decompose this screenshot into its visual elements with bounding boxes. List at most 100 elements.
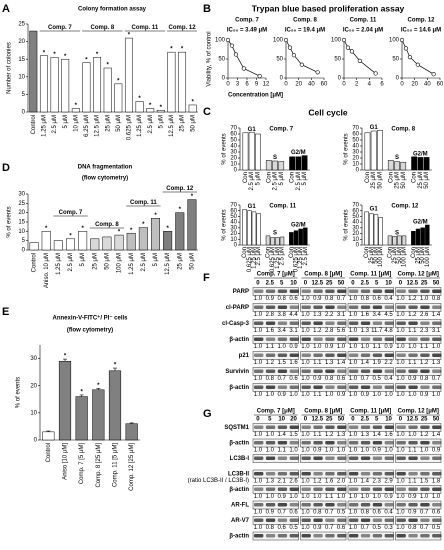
y-axis-label: % of events [222,133,228,164]
blot-band [277,369,288,373]
y-tick-label: 50 [392,57,399,63]
y-tick-label: 25 [18,201,25,207]
blot-band [360,503,371,507]
blot-band [301,456,311,460]
bar [167,51,176,113]
panel-label: C [203,106,211,118]
bar [78,231,88,251]
band-quant: 1.5 [289,432,298,438]
point [283,37,289,43]
blot-band [349,369,359,373]
bar [279,236,285,246]
blot-band [289,321,299,325]
category-label: G2/M [291,150,306,156]
x-tick-label: 1.25 μM [129,253,135,275]
x-tick-label: 4 [368,82,372,88]
blot-band [420,425,430,429]
band-quant: 2.0 [337,479,346,485]
band-quant: 1.0 [408,392,417,398]
blot-row-label: Survivin [225,369,249,375]
lane-label: 0 [256,417,260,423]
y-tick-label: 10 [230,237,237,243]
bar [364,211,369,246]
blot-band [337,337,347,341]
blot-band [372,353,383,357]
blot-band [301,385,311,389]
significance: * [191,194,194,200]
y-tick-label: 60 [352,132,359,138]
blot-band [396,534,406,538]
x-tick-label: Control [46,443,52,462]
band-quant: 2.6 [289,479,298,485]
band-quant: 1.0 [337,448,346,454]
blot-band [408,425,418,429]
category-label: S [273,155,277,161]
blot-band [337,321,347,325]
chart-title: Comp. 8 [293,18,317,24]
blot-band [313,305,323,309]
blot-band [360,456,371,460]
y-tick-label: 30 [30,356,37,362]
blot-group-label: Comp. 11 [μM] [350,409,391,415]
blot-band [372,487,383,491]
band-quant: 1.0 [349,525,358,531]
blot-band [313,353,323,357]
band-quant: 1.0 [266,432,275,438]
blot-band [265,487,276,491]
blot-band [384,503,394,507]
x-tick-label: 9 [255,82,259,88]
band-quant: 1.0 [396,494,405,500]
x-tick-label: 25 μM [418,172,424,189]
band-quant: 1.4 [432,312,441,318]
band-quant: 1.0 [361,344,370,350]
point [257,73,262,79]
blot-band [372,456,383,460]
bar [369,213,374,246]
x-tick-label: 50 μM [116,115,122,132]
band-quant: 1.0 [254,392,263,398]
x-tick-label: 1.25 μM [252,247,258,269]
bar [270,237,275,246]
band-quant: 0.6 [337,376,346,382]
blot-band [301,353,311,357]
blot-band [265,425,276,429]
blot-band [277,503,288,507]
blot-band [384,425,394,429]
bar [93,57,102,113]
blot-band [372,425,383,429]
lane-label: 50 [338,417,345,423]
blot-band [289,289,299,293]
blot-band [408,487,418,491]
band-quant: 1.4 [373,432,382,438]
band-quant: 0.6 [289,510,298,516]
blot-band [396,305,406,309]
point [225,37,231,43]
band-quant: 1.2 [313,328,322,334]
bar [377,130,383,171]
x-tick-label: Con [266,172,272,183]
blot-band [325,441,335,445]
blot-band [277,353,288,357]
blot-band [420,472,430,476]
band-quant: 0.7 [361,525,370,531]
blot-row-label: SQSTM1 [224,425,249,431]
blot-band [349,353,359,357]
band-quant: 0.5 [373,525,382,531]
y-tick-label: 100 [215,38,226,44]
x-tick-label: 12.5 μM [169,115,175,137]
x-tick-label: 5 μM [158,115,164,128]
blot-row-label: β-actin [229,487,249,493]
y-tick-label: 50 [230,214,237,220]
blot-band [396,385,406,389]
bar [58,361,72,441]
bar [75,396,88,441]
band-quant: 0.6 [289,296,298,302]
blot-band [325,534,335,538]
category-label: S [395,230,399,236]
band-quant: 1.0 [254,360,263,366]
lane-label: 2.5 [361,417,370,423]
x-tick-label: 2.5 μM [303,247,309,265]
blot-band [408,518,418,522]
blot-band [337,534,347,538]
significance: * [117,78,120,84]
